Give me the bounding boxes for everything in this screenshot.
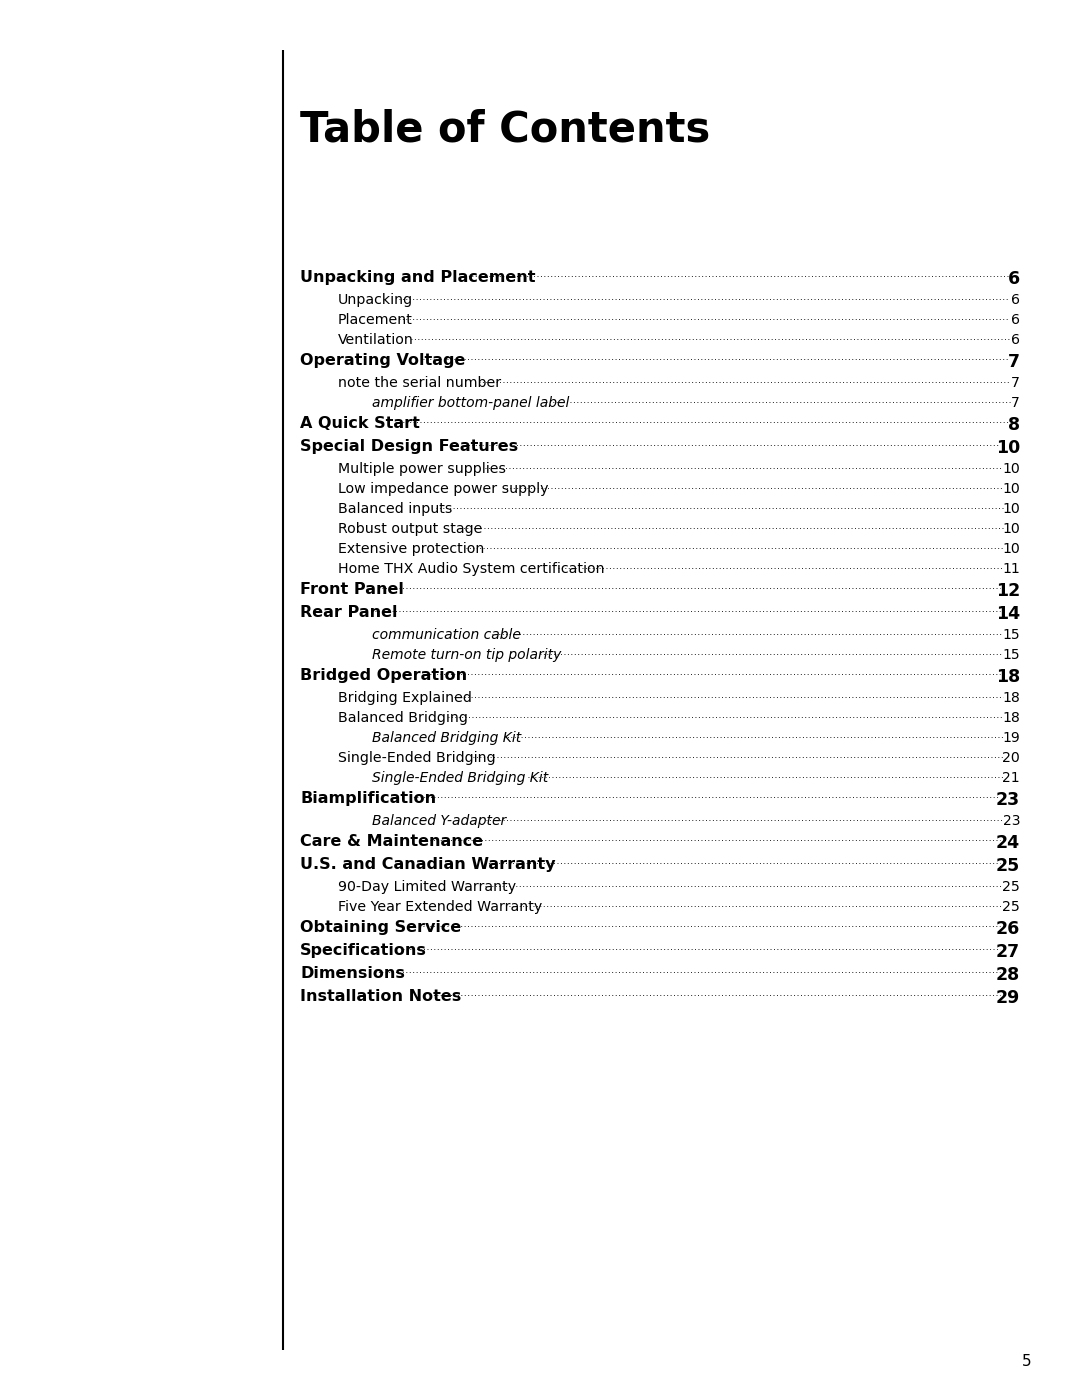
Text: Obtaining Service: Obtaining Service: [300, 921, 461, 935]
Text: Single-Ended Bridging Kit: Single-Ended Bridging Kit: [372, 771, 549, 785]
Text: Multiple power supplies: Multiple power supplies: [338, 462, 507, 476]
Text: Front Panel: Front Panel: [300, 583, 404, 597]
Text: Balanced Bridging Kit: Balanced Bridging Kit: [372, 731, 522, 745]
Text: 28: 28: [996, 965, 1020, 983]
Text: 20: 20: [1002, 752, 1020, 766]
Text: 23: 23: [996, 791, 1020, 809]
Text: A Quick Start: A Quick Start: [300, 416, 420, 432]
Text: Rear Panel: Rear Panel: [300, 605, 397, 620]
Text: 23: 23: [1002, 814, 1020, 828]
Text: Home THX Audio System certification: Home THX Audio System certification: [338, 562, 605, 576]
Text: Extensive protection: Extensive protection: [338, 542, 484, 556]
Text: communication cable: communication cable: [372, 629, 521, 643]
Text: Balanced inputs: Balanced inputs: [338, 502, 453, 515]
Text: 5: 5: [1022, 1354, 1031, 1369]
Text: 11: 11: [1002, 562, 1020, 576]
Text: Robust output stage: Robust output stage: [338, 522, 483, 536]
Text: Specifications: Specifications: [300, 943, 427, 958]
Text: note the serial number: note the serial number: [338, 376, 501, 390]
Text: 24: 24: [996, 834, 1020, 852]
Text: 10: 10: [1002, 542, 1020, 556]
Text: Balanced Y-adapter: Balanced Y-adapter: [372, 814, 507, 828]
Text: Care & Maintenance: Care & Maintenance: [300, 834, 483, 849]
Text: 25: 25: [1002, 880, 1020, 894]
Text: Unpacking and Placement: Unpacking and Placement: [300, 270, 536, 285]
Text: Dimensions: Dimensions: [300, 965, 405, 981]
Text: 25: 25: [996, 856, 1020, 875]
Text: 6: 6: [1008, 270, 1020, 288]
Text: 19: 19: [1002, 731, 1020, 745]
Text: 21: 21: [1002, 771, 1020, 785]
Text: 10: 10: [1002, 462, 1020, 476]
Text: 18: 18: [1002, 692, 1020, 705]
Text: 18: 18: [1002, 711, 1020, 725]
Text: Bridging Explained: Bridging Explained: [338, 692, 472, 705]
Text: 27: 27: [996, 943, 1020, 961]
Text: Five Year Extended Warranty: Five Year Extended Warranty: [338, 900, 542, 914]
Text: 10: 10: [1002, 502, 1020, 515]
Text: Table of Contents: Table of Contents: [300, 108, 711, 149]
Text: 7: 7: [1011, 395, 1020, 409]
Text: 6: 6: [1011, 313, 1020, 327]
Text: Single-Ended Bridging: Single-Ended Bridging: [338, 752, 496, 766]
Text: 6: 6: [1011, 332, 1020, 346]
Text: Biamplification: Biamplification: [300, 791, 436, 806]
Text: 18: 18: [996, 668, 1020, 686]
Text: 7: 7: [1011, 376, 1020, 390]
Text: 26: 26: [996, 921, 1020, 937]
Text: 10: 10: [996, 439, 1020, 457]
Text: 14: 14: [996, 605, 1020, 623]
Text: Bridged Operation: Bridged Operation: [300, 668, 468, 683]
Text: Special Design Features: Special Design Features: [300, 439, 518, 454]
Text: 10: 10: [1002, 482, 1020, 496]
Text: 10: 10: [1002, 522, 1020, 536]
Text: 8: 8: [1008, 416, 1020, 434]
Text: Operating Voltage: Operating Voltage: [300, 353, 465, 367]
Text: 6: 6: [1011, 293, 1020, 307]
Text: 12: 12: [996, 583, 1020, 599]
Text: Balanced Bridging: Balanced Bridging: [338, 711, 468, 725]
Text: 15: 15: [1002, 648, 1020, 662]
Text: Low impedance power supply: Low impedance power supply: [338, 482, 549, 496]
Text: U.S. and Canadian Warranty: U.S. and Canadian Warranty: [300, 856, 555, 872]
Text: Ventilation: Ventilation: [338, 332, 414, 346]
Text: 7: 7: [1008, 353, 1020, 372]
Text: 15: 15: [1002, 629, 1020, 643]
Text: 29: 29: [996, 989, 1020, 1007]
Text: Installation Notes: Installation Notes: [300, 989, 461, 1004]
Text: 25: 25: [1002, 900, 1020, 914]
Text: 90-Day Limited Warranty: 90-Day Limited Warranty: [338, 880, 516, 894]
Text: amplifier bottom-panel label: amplifier bottom-panel label: [372, 395, 569, 409]
Text: Unpacking: Unpacking: [338, 293, 414, 307]
Text: Placement: Placement: [338, 313, 413, 327]
Text: Remote turn-on tip polarity: Remote turn-on tip polarity: [372, 648, 562, 662]
